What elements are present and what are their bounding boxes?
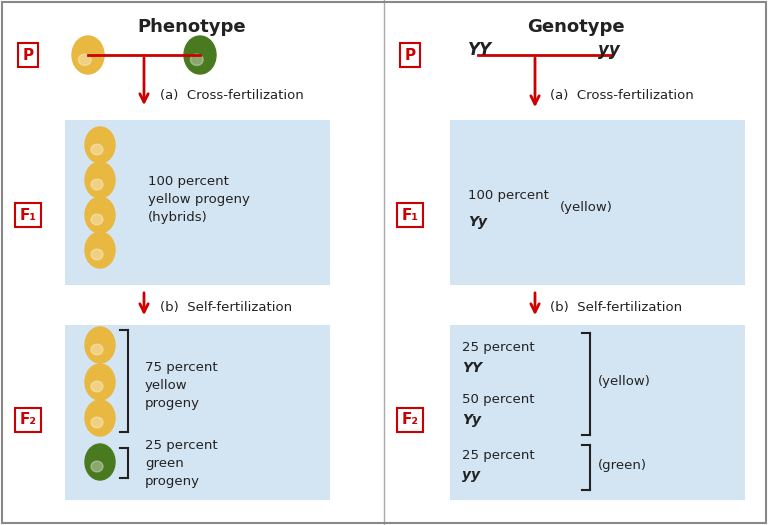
Text: 100 percent
yellow progeny
(hybrids): 100 percent yellow progeny (hybrids) — [148, 175, 250, 225]
Text: F₁: F₁ — [19, 207, 37, 223]
Ellipse shape — [91, 144, 103, 155]
Text: (b)  Self-fertilization: (b) Self-fertilization — [160, 300, 292, 313]
Text: 100 percent: 100 percent — [468, 188, 549, 202]
Text: F₂: F₂ — [402, 413, 419, 427]
FancyBboxPatch shape — [450, 120, 745, 285]
Text: (a)  Cross-fertilization: (a) Cross-fertilization — [550, 89, 694, 101]
Text: P: P — [405, 47, 415, 62]
Ellipse shape — [78, 54, 91, 66]
Text: 75 percent
yellow
progeny: 75 percent yellow progeny — [145, 361, 217, 410]
Ellipse shape — [85, 364, 115, 400]
Ellipse shape — [72, 36, 104, 74]
Ellipse shape — [85, 162, 115, 198]
Ellipse shape — [91, 417, 103, 428]
FancyBboxPatch shape — [65, 325, 330, 500]
Text: 50 percent: 50 percent — [462, 394, 535, 406]
FancyBboxPatch shape — [450, 325, 745, 500]
Text: (green): (green) — [598, 459, 647, 472]
Text: F₁: F₁ — [402, 207, 419, 223]
Ellipse shape — [91, 461, 103, 472]
Ellipse shape — [91, 214, 103, 225]
Text: Yy: Yy — [462, 413, 481, 427]
Text: Yy: Yy — [468, 215, 487, 229]
Text: (b)  Self-fertilization: (b) Self-fertilization — [550, 300, 682, 313]
Ellipse shape — [85, 327, 115, 363]
Text: (yellow): (yellow) — [560, 201, 613, 214]
Ellipse shape — [91, 381, 103, 392]
Ellipse shape — [184, 36, 216, 74]
Text: (a)  Cross-fertilization: (a) Cross-fertilization — [160, 89, 304, 101]
Ellipse shape — [85, 127, 115, 163]
Ellipse shape — [91, 179, 103, 190]
Text: 25 percent: 25 percent — [462, 341, 535, 354]
Text: 25 percent
green
progeny: 25 percent green progeny — [145, 438, 217, 488]
Ellipse shape — [85, 444, 115, 480]
Ellipse shape — [85, 232, 115, 268]
FancyBboxPatch shape — [65, 120, 330, 285]
Text: (yellow): (yellow) — [598, 375, 650, 388]
Ellipse shape — [85, 400, 115, 436]
Text: F₂: F₂ — [19, 413, 37, 427]
Ellipse shape — [190, 54, 204, 66]
Text: YY: YY — [468, 41, 492, 59]
Ellipse shape — [91, 344, 103, 355]
Ellipse shape — [85, 197, 115, 233]
Text: YY: YY — [462, 361, 482, 375]
Text: yy: yy — [462, 468, 480, 482]
Text: 25 percent: 25 percent — [462, 448, 535, 461]
Ellipse shape — [91, 249, 103, 260]
Text: P: P — [22, 47, 34, 62]
Text: yy: yy — [598, 41, 620, 59]
Text: Phenotype: Phenotype — [137, 18, 247, 36]
Text: Genotype: Genotype — [527, 18, 625, 36]
